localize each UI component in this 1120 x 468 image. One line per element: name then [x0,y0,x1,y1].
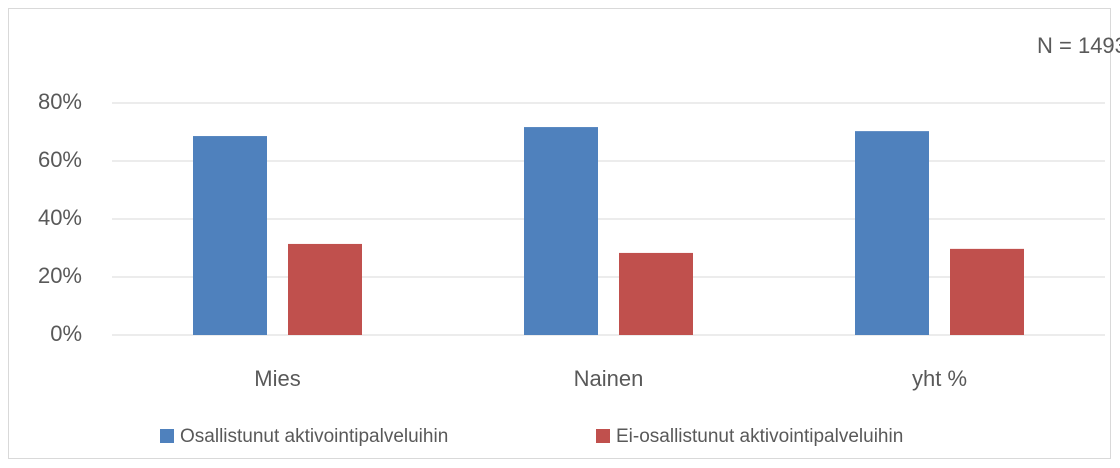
bar [524,127,598,335]
x-tick-label: yht % [912,366,967,391]
x-tick-label: Nainen [574,366,644,391]
y-tick-label: 60% [38,147,82,172]
annotation: N = 1493 [1037,33,1120,58]
bar [288,243,362,335]
bar [193,136,267,335]
y-tick-label: 80% [38,89,82,114]
legend-label: Ei-osallistunut aktivointipalveluihin [616,426,903,447]
bar [619,252,693,335]
bar [855,131,929,335]
legend-swatch [160,429,174,443]
x-tick-label: Mies [254,366,300,391]
bar [950,248,1024,335]
y-tick-label: 20% [38,263,82,288]
legend-swatch [596,429,610,443]
y-tick-label: 0% [50,321,82,346]
y-tick-label: 40% [38,205,82,230]
legend-label: Osallistunut aktivointipalveluihin [180,426,448,447]
